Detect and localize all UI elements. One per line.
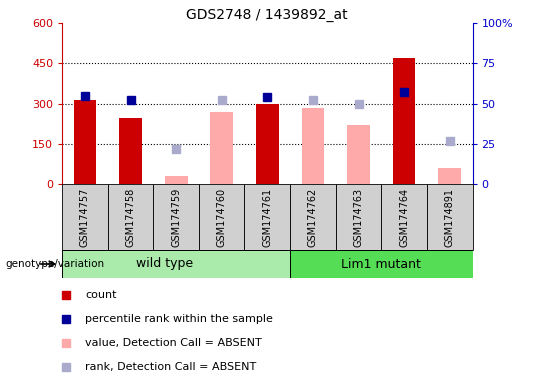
- Text: GSM174762: GSM174762: [308, 188, 318, 247]
- Text: GSM174757: GSM174757: [80, 188, 90, 247]
- Bar: [119, 118, 142, 184]
- Bar: [290, 250, 472, 278]
- Bar: [62, 184, 107, 250]
- Text: GSM174759: GSM174759: [171, 188, 181, 247]
- Text: percentile rank within the sample: percentile rank within the sample: [85, 314, 273, 324]
- Text: value, Detection Call = ABSENT: value, Detection Call = ABSENT: [85, 338, 262, 348]
- Bar: [165, 176, 187, 184]
- Bar: [438, 168, 461, 184]
- Bar: [199, 184, 245, 250]
- Text: GSM174761: GSM174761: [262, 188, 272, 247]
- Bar: [73, 100, 96, 184]
- Text: count: count: [85, 290, 117, 300]
- Bar: [62, 250, 290, 278]
- Bar: [210, 112, 233, 184]
- Text: GSM174764: GSM174764: [399, 188, 409, 247]
- Text: GSM174760: GSM174760: [217, 188, 227, 247]
- Bar: [256, 104, 279, 184]
- Text: rank, Detection Call = ABSENT: rank, Detection Call = ABSENT: [85, 362, 256, 372]
- Title: GDS2748 / 1439892_at: GDS2748 / 1439892_at: [186, 8, 348, 22]
- Bar: [336, 184, 381, 250]
- Bar: [245, 184, 290, 250]
- Bar: [381, 184, 427, 250]
- Bar: [153, 184, 199, 250]
- Bar: [107, 184, 153, 250]
- Bar: [347, 125, 370, 184]
- Bar: [393, 58, 415, 184]
- Text: GSM174758: GSM174758: [125, 188, 136, 247]
- Text: GSM174763: GSM174763: [354, 188, 363, 247]
- Text: GSM174891: GSM174891: [445, 188, 455, 247]
- Text: Lim1 mutant: Lim1 mutant: [341, 258, 421, 270]
- Bar: [427, 184, 472, 250]
- Bar: [290, 184, 336, 250]
- Bar: [301, 108, 325, 184]
- Text: wild type: wild type: [136, 258, 193, 270]
- Text: genotype/variation: genotype/variation: [5, 259, 105, 269]
